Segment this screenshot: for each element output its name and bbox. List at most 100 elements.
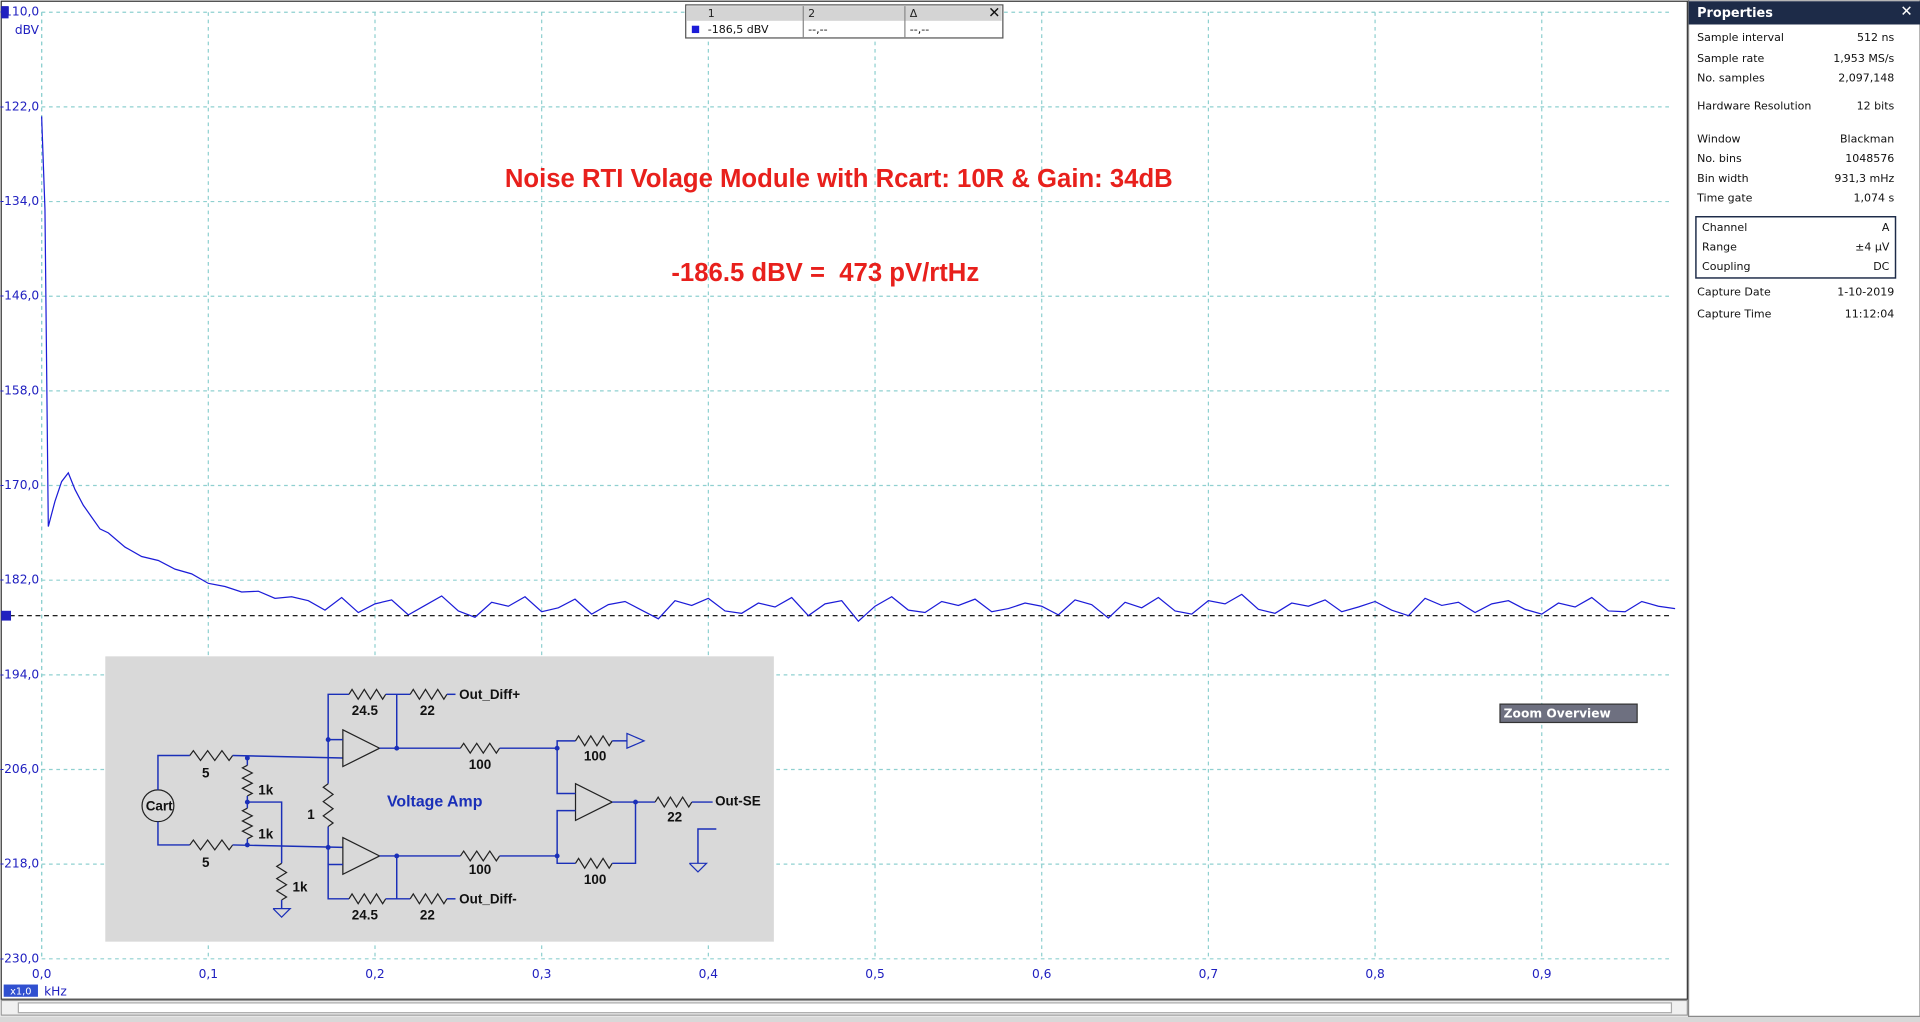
ground	[688, 862, 709, 873]
y-tick-label: -122,0	[0, 99, 39, 113]
panel-bg	[1687, 0, 1920, 1017]
wire	[327, 863, 349, 900]
annotation: -186.5 dBV = 473 pV/rtHz	[671, 259, 979, 287]
series-line	[41, 116, 1676, 623]
property-label: No. bins	[1697, 152, 1742, 165]
node	[244, 799, 250, 805]
y-tick-label: -170,0	[0, 478, 39, 492]
close-button[interactable]: ✕	[988, 4, 1000, 21]
y-tick-label: -194,0	[0, 667, 39, 681]
resistor	[654, 796, 693, 809]
schematic-label: 1k	[293, 879, 308, 894]
property-label: Channel	[1702, 221, 1747, 234]
resistor	[189, 749, 234, 762]
node	[633, 799, 638, 805]
zoom-factor: x1,0	[10, 986, 31, 997]
y-tick-label: -206,0	[0, 762, 39, 776]
property-label: Hardware Resolution	[1697, 100, 1811, 113]
resistor	[322, 783, 335, 828]
scroll-thumb[interactable]	[17, 1002, 1673, 1014]
property-value: 1,953 MS/s	[1833, 52, 1894, 65]
ruler-cell: --,--	[910, 23, 929, 36]
ground	[272, 907, 292, 919]
wire	[499, 740, 576, 749]
y-unit: dBV	[15, 23, 40, 37]
property-value: DC	[1873, 260, 1889, 273]
resistor	[574, 734, 613, 747]
schematic-label: 100	[584, 748, 606, 763]
ruler-swatch	[691, 25, 700, 34]
op-amp	[574, 782, 614, 822]
properties-panel: Properties ✕ Sample interval 512 ns Sample r…	[1687, 0, 1920, 1017]
property-value: 11:12:04	[1845, 308, 1894, 321]
x-tick-label: 0,3	[532, 967, 551, 981]
x-unit: kHz	[44, 984, 67, 998]
schematic-label: Voltage Amp	[387, 793, 483, 810]
property-value: A	[1882, 221, 1890, 234]
chart-title: Noise RTI Volage Module with Rcart: 10R …	[505, 165, 1173, 193]
property-label: Time gate	[1696, 191, 1753, 204]
schematic-label: 5	[202, 765, 210, 780]
property-value: Blackman	[1840, 133, 1894, 146]
schematic-label: 22	[420, 908, 435, 923]
plot-frame	[0, 0, 1688, 1000]
x-tick-label: 0,0	[32, 967, 51, 981]
schematic-label: 1	[307, 807, 315, 822]
x-tick-label: 0,1	[199, 967, 218, 981]
node	[554, 853, 560, 859]
x-tick-label: 0,2	[365, 967, 384, 981]
x-tick-label: 0,7	[1199, 967, 1218, 981]
node	[554, 745, 560, 751]
property-value: ±4 µV	[1855, 240, 1890, 253]
wire	[327, 693, 349, 741]
schematic-label: 24.5	[352, 908, 379, 923]
schematic-label: 100	[469, 862, 491, 877]
resistor	[241, 807, 254, 840]
x-tick-label: 0,4	[699, 967, 719, 981]
y-tick-label: -110,0	[0, 5, 39, 19]
ruler-table-header	[686, 6, 1002, 21]
schematic-label: 1k	[258, 783, 273, 798]
resistor	[574, 857, 613, 870]
schematic-label: 24.5	[352, 703, 379, 718]
property-value: 931,3 mHz	[1834, 172, 1894, 185]
property-label: Capture Time	[1697, 308, 1771, 321]
schematic-label: 5	[202, 855, 210, 870]
channel-box	[1695, 216, 1897, 279]
resistor	[348, 892, 387, 905]
wire	[556, 748, 576, 795]
property-label: No. samples	[1697, 71, 1765, 84]
resistor	[409, 688, 448, 701]
panel-close[interactable]: ✕	[1900, 3, 1912, 20]
schematic-label: 1k	[258, 827, 273, 842]
property-value: 12 bits	[1857, 100, 1895, 113]
schematic-label: 100	[584, 872, 606, 887]
property-label: Capture Date	[1697, 286, 1771, 299]
node	[325, 844, 331, 850]
ruler-cell: --,--	[808, 23, 827, 36]
schematic-label: Out-SE	[715, 794, 761, 809]
schematic: 24.5 22 Out_Diff+ 5 1k 100 100 Cart Volt…	[105, 656, 774, 942]
status-strip	[0, 1016, 1920, 1022]
zoom-overview-title: Zoom Overview	[1504, 706, 1611, 720]
schematic-background	[105, 656, 774, 942]
zoom-overview[interactable]	[1499, 703, 1638, 724]
port	[626, 732, 646, 750]
schematic-label: 100	[469, 757, 491, 772]
x-tick-label: 0,9	[1532, 967, 1551, 981]
y-tick-label: -230,0	[0, 951, 39, 965]
property-value: 1048576	[1845, 152, 1894, 165]
schematic-label: 22	[667, 810, 682, 825]
ruler-header: 2	[808, 7, 815, 20]
axis-marker	[1, 6, 9, 19]
wire	[697, 828, 717, 864]
property-value: 2,097,148	[1838, 71, 1894, 84]
resistor	[409, 892, 448, 905]
property-label: Window	[1697, 133, 1740, 146]
y-tick-label: -218,0	[0, 857, 39, 871]
y-tick-label: -182,0	[0, 573, 39, 587]
property-value: 512 ns	[1857, 31, 1895, 44]
property-label: Bin width	[1697, 172, 1748, 185]
node	[394, 853, 400, 859]
